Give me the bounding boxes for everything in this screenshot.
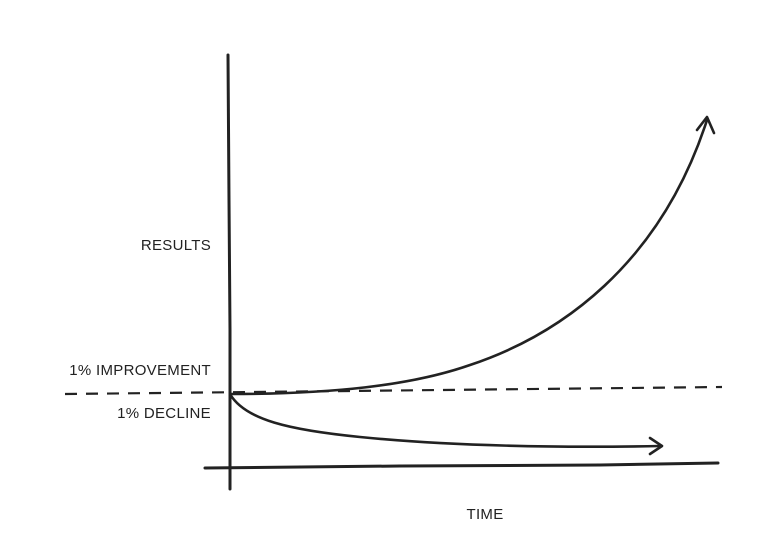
improvement-arrowhead <box>695 115 716 135</box>
improvement-label: 1% IMPROVEMENT <box>69 362 211 379</box>
decline-curve <box>228 392 662 449</box>
baseline-dashed-line <box>64 385 723 396</box>
decline-arrowhead <box>648 436 664 456</box>
decline-label: 1% DECLINE <box>117 405 211 422</box>
y-axis-line <box>226 53 232 491</box>
x-axis-line <box>203 461 720 470</box>
y-axis-label: RESULTS <box>140 237 211 254</box>
x-axis-label: TIME <box>466 506 504 523</box>
improvement-curve <box>229 118 709 396</box>
